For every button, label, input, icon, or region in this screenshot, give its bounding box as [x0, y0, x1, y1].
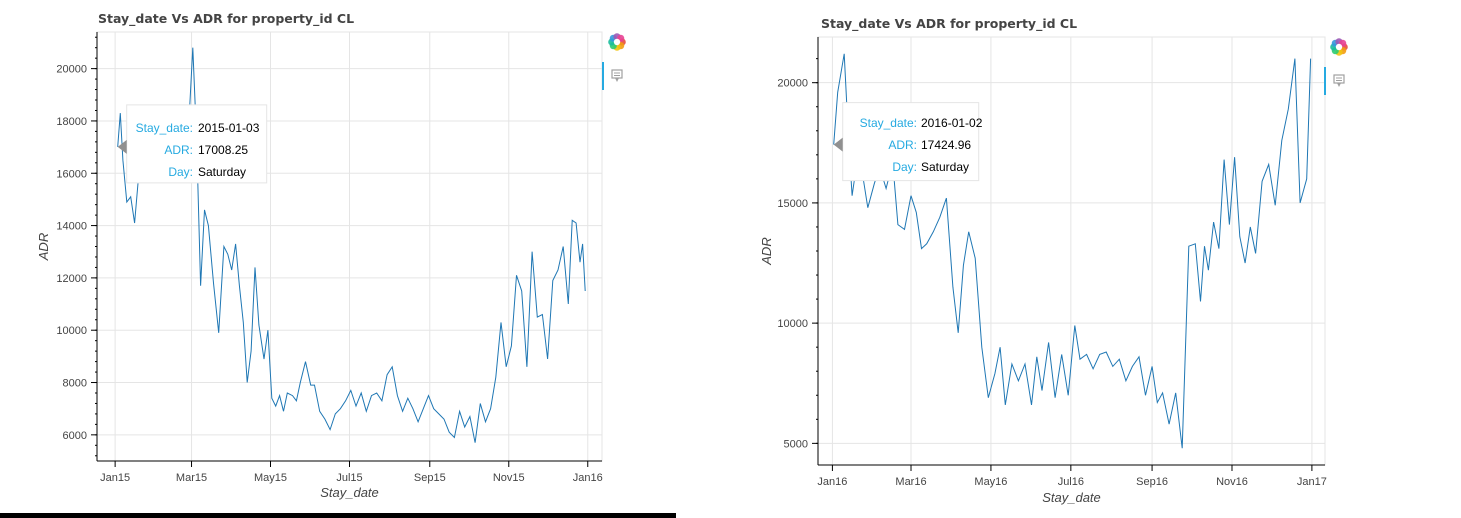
y-axis-label: ADR — [36, 233, 51, 261]
x-tick-label: Jul15 — [336, 472, 362, 484]
y-tick-label: 12000 — [56, 273, 87, 285]
tooltip-value: 2016-01-02 — [921, 116, 983, 130]
tooltip-key: ADR: — [888, 138, 917, 152]
x-tick-label: Sep16 — [1136, 476, 1168, 488]
x-tick-label: May16 — [974, 476, 1007, 488]
y-tick-label: 6000 — [63, 430, 87, 442]
x-tick-label: Jan15 — [100, 472, 130, 484]
y-tick-label: 20000 — [777, 78, 808, 90]
tooltip-box — [842, 102, 980, 182]
bokeh-logo-icon[interactable] — [608, 33, 626, 51]
tooltip-value: Saturday — [198, 165, 246, 179]
tooltip-pointer-arrow — [833, 137, 843, 152]
y-tick-label: 16000 — [56, 168, 87, 180]
plot-toolbar — [1324, 38, 1348, 95]
chart-panel-1: 6000 8000 10000 12000 14000 16000 18000 20000 Ja… — [36, 11, 603, 500]
plot-toolbar — [602, 33, 626, 90]
adr-series-line — [833, 53, 1312, 449]
x-tick-label: Jan16 — [573, 472, 603, 484]
tooltip-value: 17424.96 — [921, 138, 971, 152]
y-tick-label: 15000 — [777, 198, 808, 210]
plot-area — [817, 36, 1326, 466]
bokeh-logo-icon[interactable] — [1330, 38, 1348, 56]
y-tick-label: 10000 — [56, 325, 87, 337]
hover-tooltip: Stay_date: 2015-01-03 ADR: 17008.25 Day: Satu… — [117, 104, 268, 184]
x-tick-label: Jan16 — [817, 476, 847, 488]
tooltip-key: Stay_date: — [860, 116, 917, 130]
x-tick-label: May15 — [254, 472, 287, 484]
hover-tooltip: Stay_date: 2016-01-02 ADR: 17424.96 Day: Satu… — [833, 102, 983, 182]
x-tick-label: Nov16 — [1216, 476, 1248, 488]
tooltip-key: ADR: — [164, 143, 193, 157]
y-tick-label: 5000 — [784, 438, 808, 450]
x-tick-label: Mar16 — [895, 476, 926, 488]
bottom-scrollbar-edge — [0, 513, 676, 518]
hover-tool-icon[interactable] — [1333, 74, 1345, 87]
x-tick-label: Nov15 — [493, 472, 525, 484]
y-tick-label: 20000 — [56, 64, 87, 76]
hover-tool-icon[interactable] — [611, 69, 623, 82]
y-tick-label: 14000 — [56, 221, 87, 233]
chart-title: Stay_date Vs ADR for property_id CL — [98, 11, 354, 27]
tooltip-key: Stay_date: — [136, 121, 193, 135]
tooltip-value: 2015-01-03 — [198, 121, 260, 135]
x-tick-label: Jan17 — [1297, 476, 1327, 488]
tooltip-box — [126, 104, 268, 184]
tooltip-pointer-arrow — [117, 139, 127, 154]
tooltip-value: 17008.25 — [198, 143, 248, 157]
tooltip-value: Saturday — [921, 160, 969, 174]
tooltip-key: Day: — [892, 160, 917, 174]
tooltip-key: Day: — [168, 165, 193, 179]
chart-title: Stay_date Vs ADR for property_id CL — [821, 16, 1077, 32]
x-tick-label: Mar15 — [176, 472, 207, 484]
y-tick-label: 18000 — [56, 116, 87, 128]
x-axis-label: Stay_date — [1042, 490, 1101, 505]
x-tick-label: Jul16 — [1058, 476, 1084, 488]
x-axis-label: Stay_date — [320, 485, 379, 500]
y-axis-label: ADR — [759, 237, 774, 265]
y-tick-label: 8000 — [63, 378, 87, 390]
x-tick-label: Sep15 — [414, 472, 446, 484]
y-tick-label: 10000 — [777, 318, 808, 330]
chart-panel-2: 5000 10000 15000 20000 Jan16 Mar16 May16 Jul16 S… — [759, 16, 1327, 505]
